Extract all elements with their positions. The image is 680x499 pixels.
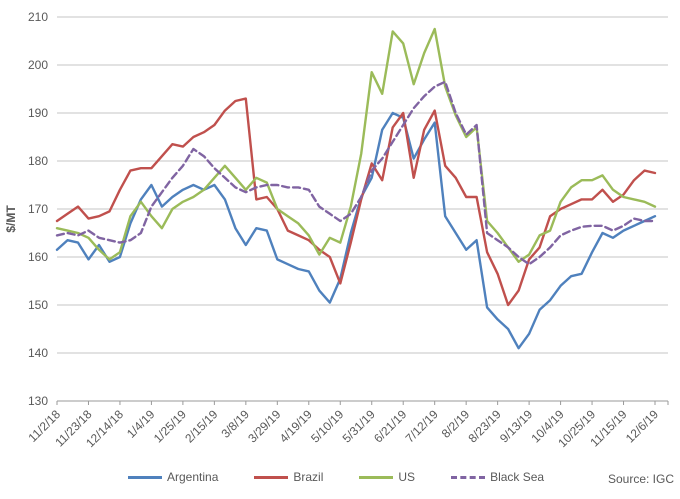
y-tick-label: 130	[28, 394, 48, 408]
x-tick-label: 8/23/19	[466, 407, 504, 445]
chart-legend: Argentina Brazil US Black Sea	[128, 470, 544, 484]
legend-label: Argentina	[167, 470, 219, 484]
y-tick-label: 210	[28, 10, 48, 24]
x-tick-label: 4/19/19	[277, 407, 315, 445]
legend-label: US	[398, 470, 416, 484]
x-tick-label: 6/21/19	[371, 407, 409, 445]
y-tick-label: 160	[28, 250, 48, 264]
x-tick-label: 9/13/19	[497, 407, 535, 445]
y-tick-label: 180	[28, 154, 48, 168]
us-line	[55, 27, 657, 263]
legend-item-argentina: Argentina	[128, 470, 218, 484]
y-tick-label: 170	[28, 202, 48, 216]
x-tick-label: 7/12/19	[403, 407, 441, 445]
legend-label: Brazil	[293, 470, 324, 484]
legend-swatch-argentina	[128, 475, 162, 479]
x-tick-label: 5/31/19	[340, 407, 378, 445]
legend-swatch-us	[359, 475, 394, 479]
source-note: Source: IGC	[607, 472, 674, 486]
x-tick-label: 1/25/19	[151, 407, 189, 445]
legend-swatch-black-sea	[451, 475, 486, 479]
x-tick-label: 3/29/19	[245, 407, 283, 445]
legend-swatch-brazil	[254, 475, 289, 479]
legend-item-black-sea: Black Sea	[451, 470, 544, 484]
legend-item-us: US	[359, 470, 415, 484]
y-axis-title: $/MT	[4, 205, 18, 233]
y-tick-label: 190	[28, 106, 48, 120]
x-tick-label: 5/10/19	[308, 407, 346, 445]
x-tick-label: 12/6/19	[623, 407, 661, 445]
y-tick-label: 150	[28, 298, 48, 312]
legend-label: Black Sea	[490, 470, 545, 484]
legend-item-brazil: Brazil	[254, 470, 323, 484]
price-chart-svg: 13014015016017018019020021011/2/1811/23/…	[4, 10, 669, 450]
black-sea-line	[55, 80, 657, 266]
argentina-line	[55, 111, 657, 350]
y-tick-label: 200	[28, 58, 48, 72]
y-tick-label: 140	[28, 346, 48, 360]
brazil-line	[55, 97, 657, 307]
x-tick-label: 2/15/19	[182, 407, 220, 445]
